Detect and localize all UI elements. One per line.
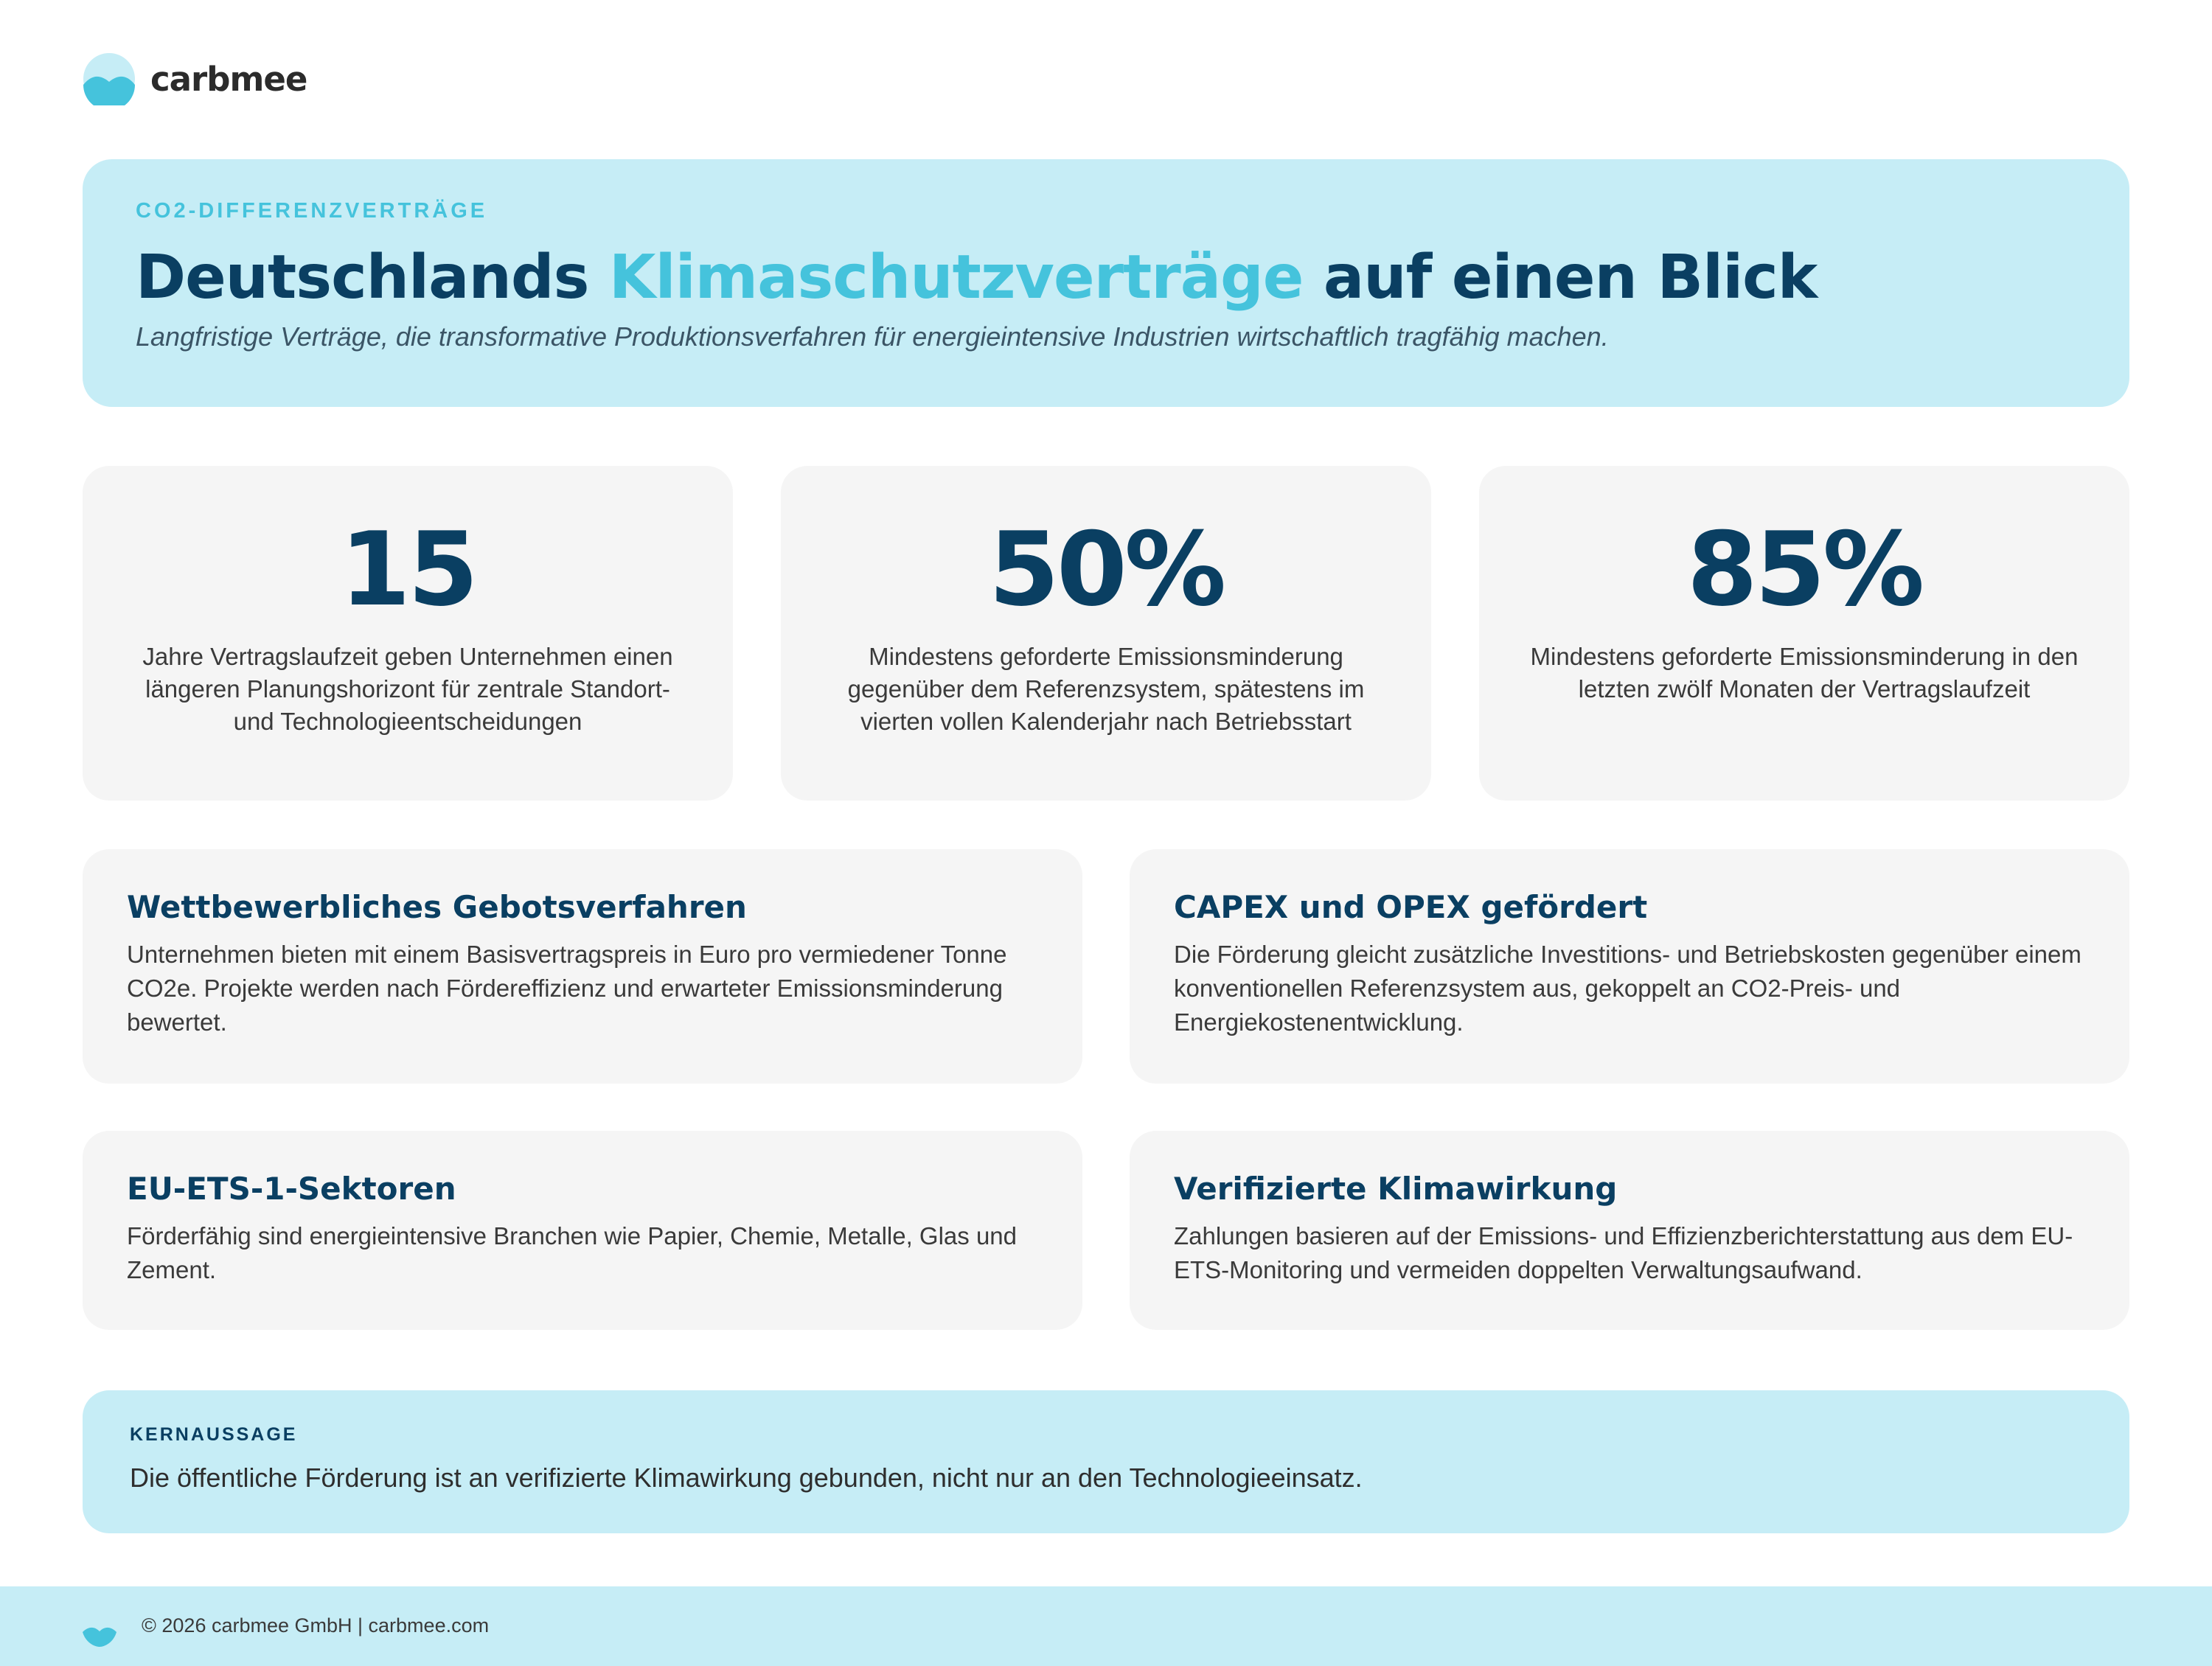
page-title: Deutschlands Klimaschutzverträge auf ein… <box>136 243 2076 313</box>
stat-value: 15 <box>339 510 479 629</box>
stat-description: Jahre Vertragslaufzeit geben Unternehmen… <box>142 643 673 736</box>
carbmee-wave-icon <box>83 1627 116 1647</box>
title-part-2: auf einen Blick <box>1303 243 1818 313</box>
brand-name: carbmee <box>150 59 307 99</box>
feature-title: Verifizierte Klimawirkung <box>1174 1171 1618 1207</box>
feature-card-verified-impact: Verifizierte Klimawirkung Zahlungen basi… <box>1130 1131 2129 1330</box>
feature-text: Die Förderung gleicht zusätzliche Invest… <box>1174 941 2081 1036</box>
key-message-label: KERNAUSSAGE <box>130 1424 298 1445</box>
hero-eyebrow: CO2-DIFFERENZVERTRÄGE <box>136 199 488 223</box>
feature-text: Unternehmen bieten mit einem Basisvertra… <box>127 941 1007 1036</box>
feature-title: Wettbewerbliches Gebotsverfahren <box>127 889 747 925</box>
stat-value: 50% <box>988 510 1226 629</box>
footer-copyright: © 2026 carbmee GmbH | carbmee.com <box>142 1614 490 1637</box>
brand-logo: carbmee <box>83 52 307 106</box>
hero-banner: CO2-DIFFERENZVERTRÄGE Deutschlands Klima… <box>83 159 2129 407</box>
stat-card-final-reduction: 85% Mindestens geforderte Emissionsminde… <box>1479 466 2129 801</box>
title-accent: Klimaschutzverträge <box>608 243 1304 313</box>
page-subtitle: Langfristige Verträge, die transformativ… <box>136 321 1609 352</box>
feature-text: Zahlungen basieren auf der Emissions- un… <box>1174 1222 2073 1283</box>
feature-card-eu-ets: EU-ETS-1-Sektoren Förderfähig sind energ… <box>83 1131 1082 1330</box>
feature-title: EU-ETS-1-Sektoren <box>127 1171 456 1207</box>
feature-card-bidding: Wettbewerbliches Gebotsverfahren Unterne… <box>83 849 1082 1084</box>
title-part-1: Deutschlands <box>136 243 609 313</box>
key-message-box: KERNAUSSAGE Die öffentliche Förderung is… <box>83 1390 2129 1533</box>
stat-card-min-reduction: 50% Mindestens geforderte Emissionsminde… <box>781 466 1431 801</box>
feature-card-capex-opex: CAPEX und OPEX gefördert Die Förderung g… <box>1130 849 2129 1084</box>
footer: © 2026 carbmee GmbH | carbmee.com <box>0 1586 2212 1666</box>
stat-value: 85% <box>1686 510 1924 629</box>
key-message-text: Die öffentliche Förderung ist an verifiz… <box>130 1463 1363 1493</box>
stat-card-contract-duration: 15 Jahre Vertragslaufzeit geben Unterneh… <box>83 466 733 801</box>
feature-text: Förderfähig sind energieintensive Branch… <box>127 1222 1017 1283</box>
feature-title: CAPEX und OPEX gefördert <box>1174 889 1648 925</box>
carbmee-logo-icon <box>83 53 135 105</box>
stat-description: Mindestens geforderte Emissionsminderung… <box>847 643 1365 736</box>
stat-description: Mindestens geforderte Emissionsminderung… <box>1530 643 2079 703</box>
